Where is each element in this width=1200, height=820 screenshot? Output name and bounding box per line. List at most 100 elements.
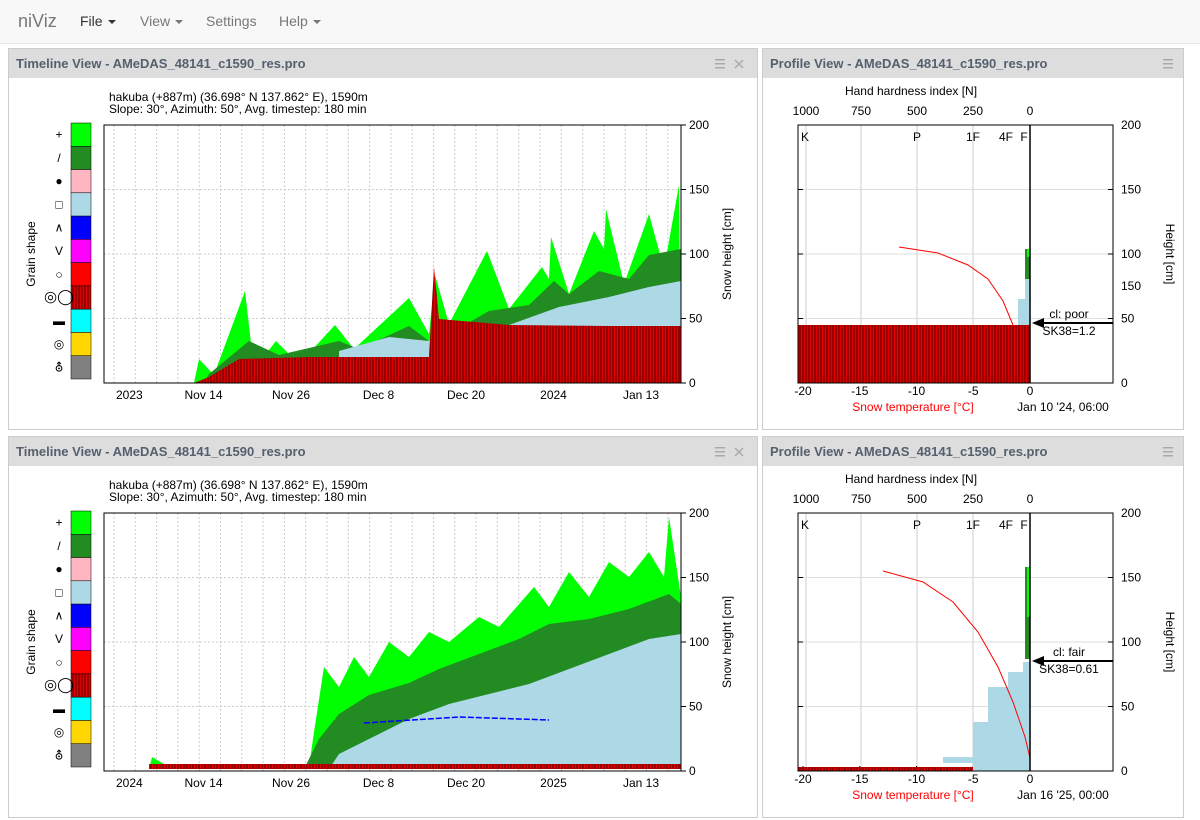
panel-controls[interactable] (711, 445, 751, 459)
top-tick-label: 500 (907, 104, 927, 118)
legend-swatch (70, 743, 92, 768)
menu-label: View (140, 13, 171, 29)
plot-frame (103, 124, 682, 384)
legend-symbol: ◎ (54, 725, 64, 739)
temperature-curve (898, 246, 1014, 326)
y-tick-label: 100 (1121, 635, 1141, 649)
profile-layer (973, 722, 1030, 771)
hardness-label: 1F (966, 518, 980, 532)
top-tick-label: 750 (851, 104, 871, 118)
legend-symbol: V (55, 244, 63, 258)
legend-symbol: ⛢ (55, 748, 64, 762)
plot-frame (797, 124, 1114, 384)
profile-layer (1018, 299, 1030, 325)
panel: Timeline View - AMeDAS_48141_c1590_res.p… (8, 48, 758, 430)
menu-icon (1163, 59, 1173, 61)
menu-icon (1163, 63, 1173, 65)
stability-class: cl: poor (1049, 307, 1088, 321)
y-tick-label: 100 (689, 247, 709, 261)
legend-symbol: ⛢ (55, 360, 64, 374)
y-tick-label: 150 (1121, 571, 1141, 585)
timestamp: Jan 16 '25, 00:00 (1017, 788, 1109, 802)
panel-body: hakuba (+887m) (36.698° N 137.862° E), 1… (24, 90, 734, 402)
snowpack-layer (149, 764, 681, 769)
legend-symbol: + (55, 516, 62, 530)
y-tick-label: 150 (689, 183, 709, 197)
panel: Profile View - AMeDAS_48141_c1590_res.pr… (762, 436, 1184, 818)
panel-header: Profile View - AMeDAS_48141_c1590_res.pr… (763, 49, 1183, 78)
legend-swatch (70, 122, 92, 147)
x-tick-label: Jan 13 (623, 388, 659, 402)
close-icon (734, 447, 744, 457)
marker-label: 150 (1121, 279, 1141, 293)
plot-frame (797, 512, 1114, 772)
x-tick-label: Dec 20 (447, 776, 485, 790)
legend-swatch (70, 355, 92, 380)
legend-symbol: ∧ (55, 221, 64, 235)
x-tick-label: Jan 13 (623, 776, 659, 790)
run-meta: Slope: 30°, Azimuth: 50°, Avg. timestep:… (109, 102, 367, 116)
legend-symbol: ◎◯ (44, 677, 74, 694)
y-tick-label: 50 (1121, 700, 1135, 714)
legend-symbol: ◎◯ (44, 289, 74, 306)
x-tick-label: 2024 (540, 388, 567, 402)
snowpack-layer (194, 267, 681, 383)
legend-swatch (70, 557, 92, 582)
legend-symbol: □ (55, 585, 62, 599)
top-tick-label: 250 (963, 492, 983, 506)
legend-swatch (70, 627, 92, 651)
panel-controls[interactable] (1137, 57, 1177, 71)
menu-icon (1163, 455, 1173, 457)
panel-controls[interactable] (1137, 445, 1177, 459)
legend-symbol: ○ (55, 655, 62, 669)
hardness-label: F (1020, 518, 1027, 532)
run-meta: Slope: 30°, Azimuth: 50°, Avg. timestep:… (109, 490, 367, 504)
navbar: niViz File View Settings Help (0, 0, 1200, 44)
top-tick-label: 1000 (793, 492, 820, 506)
legend-swatch (70, 192, 92, 217)
top-tick-label: 0 (1027, 492, 1034, 506)
panel-controls[interactable] (711, 57, 751, 71)
menu-icon (1163, 451, 1173, 453)
y-axis-label: Snow height [cm] (720, 208, 734, 300)
legend-swatch (70, 534, 92, 558)
top-axis-label: Hand hardness index [N] (845, 84, 977, 98)
menu-icon (715, 451, 725, 453)
menu-label: Help (279, 13, 308, 29)
menu-help[interactable]: Help (279, 13, 321, 29)
y-tick-label: 50 (689, 312, 703, 326)
menu-settings[interactable]: Settings (206, 13, 257, 29)
panel-header: Timeline View - AMeDAS_48141_c1590_res.p… (9, 437, 757, 466)
x-tick-label: -15 (851, 772, 869, 786)
x-tick-label: 2025 (540, 776, 567, 790)
menu-view[interactable]: View (140, 13, 184, 29)
y-tick-label: 50 (1121, 312, 1135, 326)
legend-symbol: ▬ (53, 314, 65, 328)
profile-layer (798, 325, 1030, 383)
hardness-label: F (1020, 130, 1027, 144)
legend-swatch (70, 696, 92, 721)
y-axis-label: Height [cm] (1163, 612, 1177, 673)
brand[interactable]: niViz (18, 11, 57, 31)
profile-layer (943, 757, 973, 763)
profile-layer (1025, 249, 1030, 279)
y-tick-label: 100 (689, 635, 709, 649)
hardness-label: 4F (999, 518, 1013, 532)
y-tick-label: 200 (689, 506, 709, 520)
panel: Profile View - AMeDAS_48141_c1590_res.pr… (762, 48, 1184, 430)
menu-file[interactable]: File (80, 13, 116, 29)
menu-icon (715, 455, 725, 457)
y-axis-label: Height [cm] (1163, 224, 1177, 285)
menu-icon (1163, 67, 1173, 69)
x-tick-label: 0 (1027, 772, 1034, 786)
panel-body: Hand hardness index [N]1000 750 500 250 0K P 1… (793, 472, 1177, 802)
panel-title: Timeline View - AMeDAS_48141_c1590_res.p… (16, 56, 306, 71)
x-tick-label: -5 (968, 384, 979, 398)
x-axis-label: Snow temperature [°C] (852, 400, 974, 414)
crust-line (363, 716, 550, 724)
x-tick-label: Nov 14 (184, 776, 222, 790)
y-tick-label: 200 (1121, 118, 1141, 132)
y-tick-label: 50 (689, 700, 703, 714)
y-tick-label: 200 (1121, 506, 1141, 520)
